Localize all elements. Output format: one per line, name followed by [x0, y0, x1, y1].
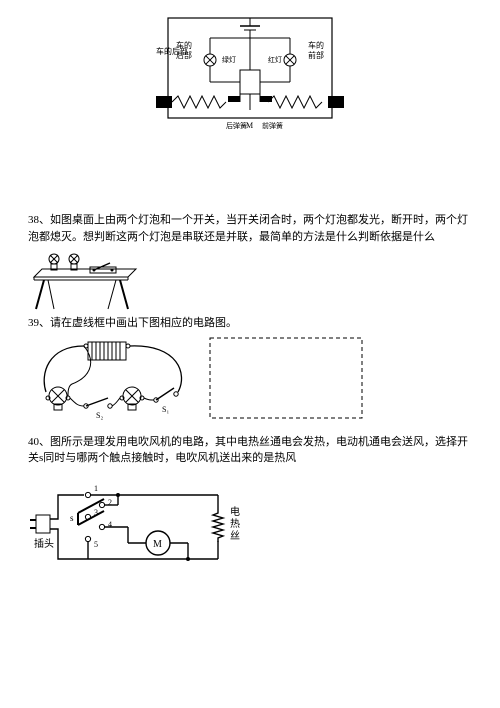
fig37-container: 车的后部 车的 后部 车的 前部 绿灯 红灯 后弹簧 前弹簧 M	[28, 10, 472, 140]
q40-n1: 1	[94, 484, 98, 493]
q40-n3: 3	[94, 508, 98, 517]
q39-dashed-box	[206, 334, 366, 426]
fig37-lamp-left: 绿灯	[222, 55, 236, 64]
svg-text:车的: 车的	[308, 40, 324, 50]
svg-text:S₁: S₁	[162, 405, 169, 414]
svg-text:后部: 后部	[176, 50, 192, 60]
q40-s: s	[70, 513, 74, 523]
svg-text:S₂: S₂	[96, 411, 103, 420]
q39-figure: S₂ S₁	[28, 334, 198, 426]
fig37-svg: 车的后部 车的 后部 车的 前部 绿灯 红灯 后弹簧 前弹簧 M	[140, 10, 360, 140]
svg-text:丝: 丝	[230, 530, 240, 542]
q40-text: 40、图所示是理发用电吹风机的电路，其中电热丝通电会发热，电动机通电会送风，选择…	[28, 434, 472, 467]
svg-text:车的: 车的	[176, 40, 192, 50]
q38-figure	[28, 247, 138, 313]
fig37-m: M	[246, 121, 253, 130]
svg-text:前部: 前部	[308, 50, 324, 60]
svg-text:热: 热	[230, 517, 240, 530]
fig37-spring-right: 前弹簧	[262, 121, 283, 130]
fig37-lamp-right: 红灯	[268, 55, 282, 64]
q39-text: 39、请在虚线框中画出下图相应的电路图。	[28, 315, 472, 332]
fig37-spring-left: 后弹簧	[226, 121, 247, 130]
q40-plug-label: 插头	[34, 537, 54, 550]
q40-motor: M	[153, 539, 162, 550]
q40-figure: 插头 1 2 3 4 5 s M 电 热 丝	[28, 475, 268, 585]
svg-text:电: 电	[230, 505, 240, 518]
q38-text: 38、如图桌面上由两个灯泡和一个开关，当开关闭合时，两个灯泡都发光，断开时，两个…	[28, 212, 472, 245]
q40-n5: 5	[94, 540, 98, 549]
